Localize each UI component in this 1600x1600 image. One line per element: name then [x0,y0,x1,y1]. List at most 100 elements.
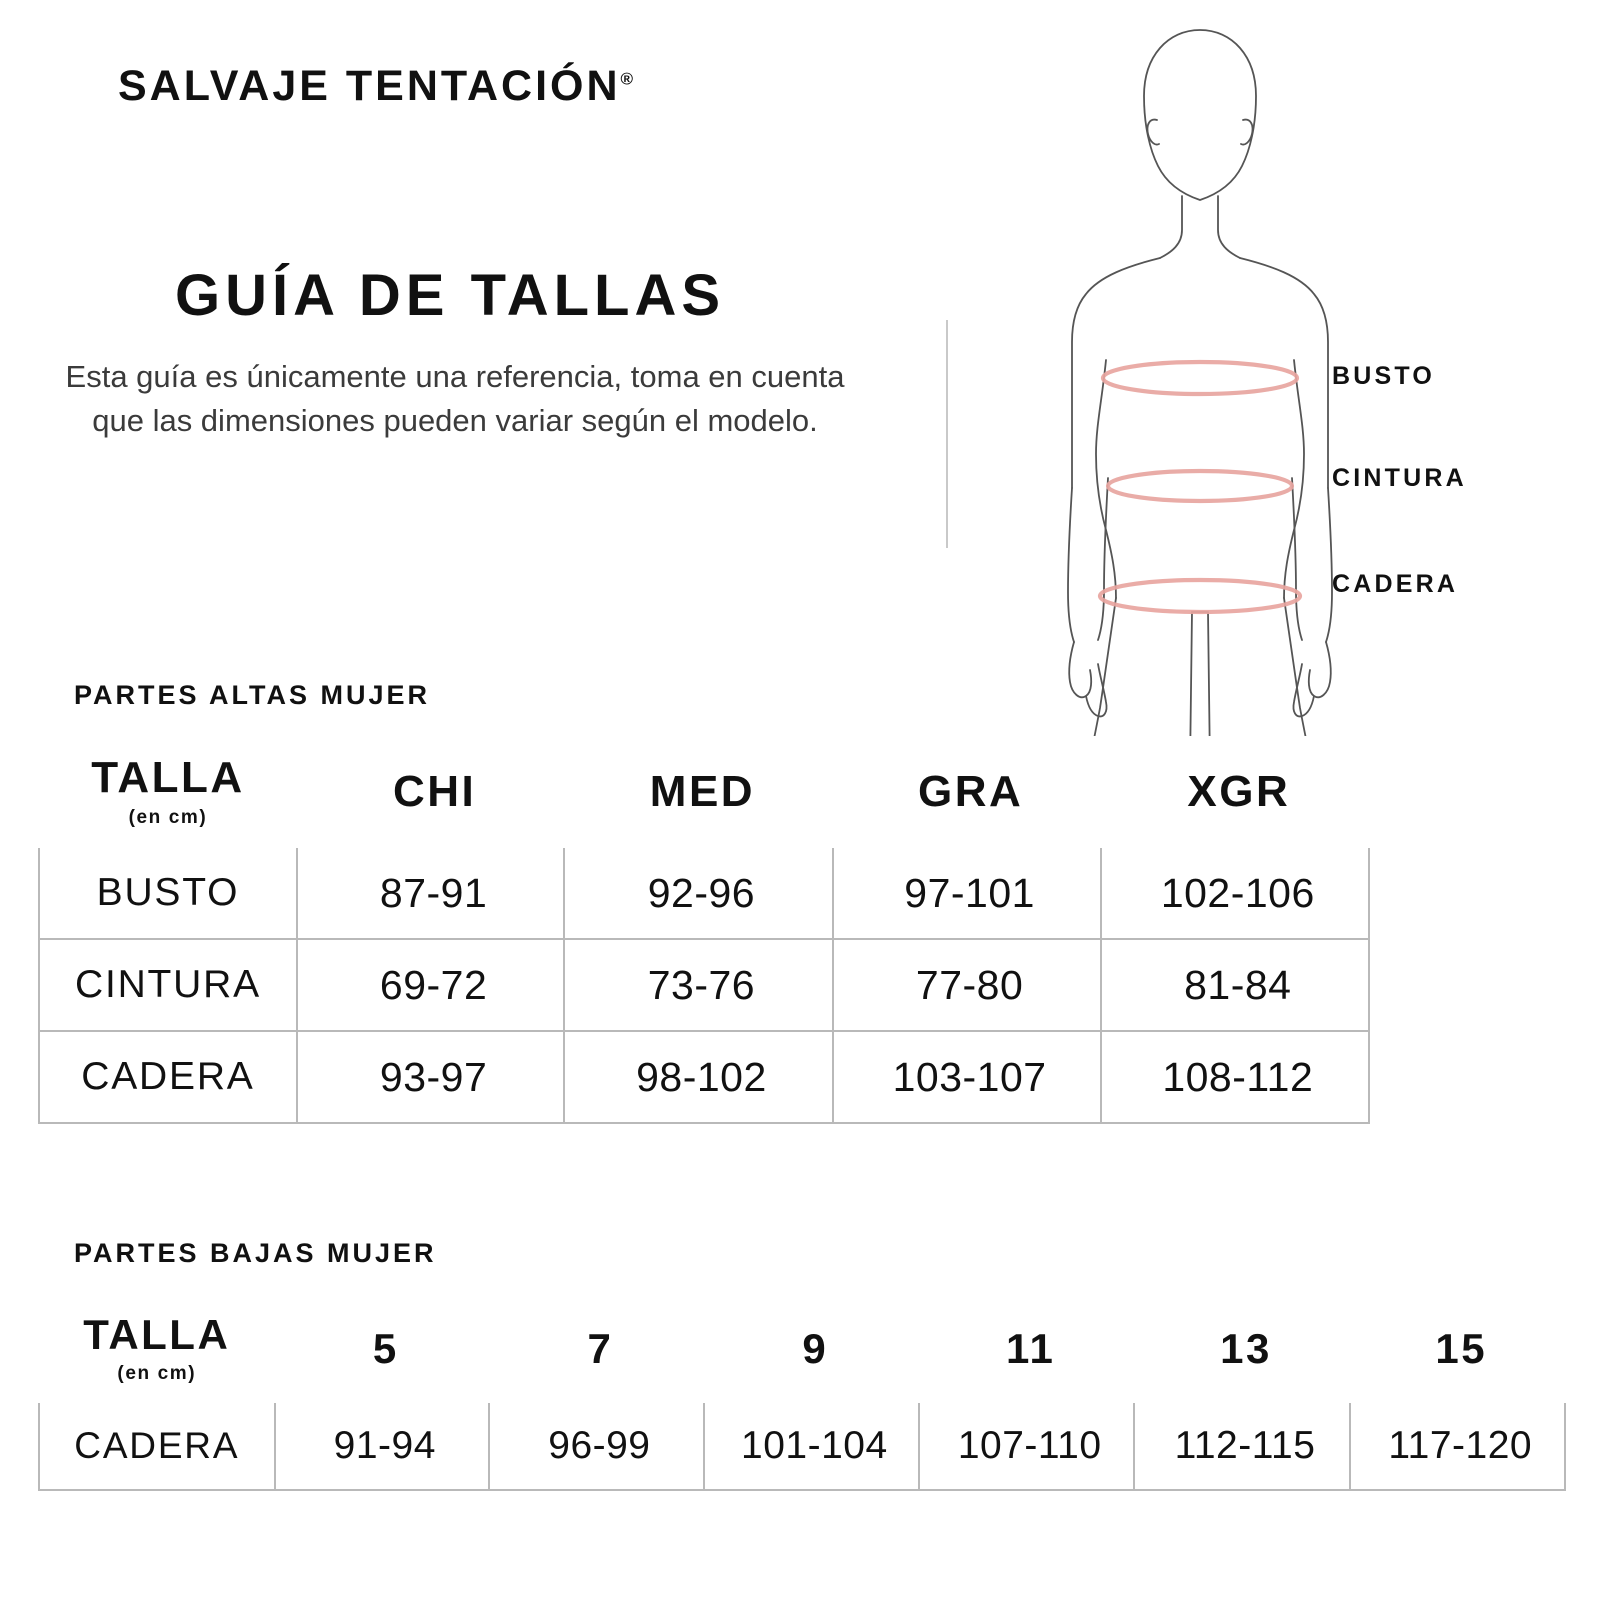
column-label: 11 [1005,1325,1056,1372]
cell-cintura-chi: 69-72 [303,940,566,1032]
row-label-cadera: CADERA [38,1032,298,1124]
header-gap [1135,1295,1142,1403]
table-row: CADERA 91-94 96-99 101-104 107-110 112-1… [38,1403,1566,1491]
vertical-divider [946,320,948,548]
cell-cadera-5: 91-94 [281,1403,491,1491]
header-gap [297,736,304,848]
header-cell-size-11: 11 [925,1295,1136,1403]
row-gap [565,940,572,1032]
cell-cadera-chi: 93-97 [303,1032,566,1124]
table-partes-altas-mujer: TALLA (en cm) CHI MED GRA XGR [38,736,1370,1124]
page-subtitle: Esta guía es únicamente una referencia, … [65,359,845,439]
cell-busto-chi: 87-91 [303,848,566,940]
corner-sublabel: (en cm) [117,1362,197,1384]
cell-cadera-9: 101-104 [710,1403,921,1491]
cadera-measure-ellipse [1097,577,1303,615]
header-cell-talla: TALLA (en cm) [38,1295,276,1403]
header-gap [490,1295,496,1403]
cell-cadera-gra: 103-107 [839,1032,1102,1124]
cell-busto-gra: 97-101 [839,848,1102,940]
cell-cintura-gra: 77-80 [839,940,1102,1032]
corner-label: TALLA [91,752,245,802]
table-header-row: TALLA (en cm) 5 7 9 11 [38,1295,1566,1403]
header-cell-size-5: 5 [281,1295,491,1403]
header-cell-talla: TALLA (en cm) [38,736,298,848]
column-label: XGR [1187,767,1291,816]
column-label: GRA [917,767,1024,816]
table-row: CADERA 93-97 98-102 103-107 108-112 [38,1032,1370,1124]
row-gap [297,940,304,1032]
corner-sublabel: (en cm) [128,806,208,828]
row-gap [1135,1403,1142,1491]
header-cell-size-13: 13 [1141,1295,1351,1403]
column-label: 7 [587,1325,614,1372]
column-label: 5 [372,1325,399,1372]
header-cell-size-7: 7 [495,1295,705,1403]
section-heading-partes-bajas: PARTES BAJAS MUJER [74,1238,437,1268]
row-gap [833,940,840,1032]
row-gap [297,1032,304,1124]
cell-cadera-7: 96-99 [495,1403,705,1491]
corner-label: TALLA [83,1310,231,1358]
cell-cadera-11: 107-110 [925,1403,1136,1491]
table-row: CINTURA 69-72 73-76 77-80 81-84 [38,940,1370,1032]
cell-busto-med: 92-96 [571,848,834,940]
row-gap [565,848,572,940]
row-label-busto: BUSTO [38,848,298,940]
column-label: 13 [1220,1325,1272,1372]
brand-name: SALVAJE TENTACIÓN [118,62,621,110]
brand-wordmark: SALVAJE TENTACIÓN® [118,62,633,111]
row-gap [490,1403,496,1491]
cintura-label: CINTURA [1332,464,1467,492]
column-label: 15 [1435,1325,1488,1372]
table-partes-bajas-mujer: TALLA (en cm) 5 7 9 11 [38,1295,1566,1491]
header-cell-med: MED [571,736,834,848]
cell-cintura-xgr: 81-84 [1107,940,1370,1032]
header-cell-chi: CHI [303,736,566,848]
row-gap [275,1403,282,1491]
header-gap [275,1295,282,1403]
header-gap [565,736,572,848]
cell-cadera-15: 117-120 [1356,1403,1566,1491]
page-title: GUÍA DE TALLAS [174,263,726,328]
cell-cadera-xgr: 108-112 [1107,1032,1370,1124]
row-gap [704,1403,711,1491]
row-gap [833,1032,840,1124]
cell-busto-xgr: 102-106 [1107,848,1370,940]
busto-label: BUSTO [1332,362,1436,390]
header-cell-gra: GRA [839,736,1102,848]
header-gap [1101,736,1108,848]
cell-cadera-13: 112-115 [1141,1403,1351,1491]
header-cell-size-9: 9 [710,1295,921,1403]
row-gap [297,848,304,940]
cell-cintura-med: 73-76 [571,940,834,1032]
header-cell-size-15: 15 [1356,1295,1566,1403]
busto-measure-ellipse [1100,359,1300,397]
row-gap [1101,940,1108,1032]
column-label: CHI [392,767,477,816]
row-label-cintura: CINTURA [38,940,298,1032]
header-gap [833,736,840,848]
row-gap [1101,848,1108,940]
female-body-figure [1000,8,1400,768]
header-cell-xgr: XGR [1107,736,1370,848]
cell-cadera-med: 98-102 [571,1032,834,1124]
table-row: BUSTO 87-91 92-96 97-101 102-106 [38,848,1370,940]
cintura-measure-ellipse [1105,468,1295,504]
row-gap [1101,1032,1108,1124]
header-gap [1350,1295,1357,1403]
row-gap [565,1032,572,1124]
row-gap [920,1403,926,1491]
column-label: MED [649,767,756,816]
row-gap [833,848,840,940]
row-gap [1350,1403,1357,1491]
section-heading-partes-altas: PARTES ALTAS MUJER [74,680,431,710]
cadera-label: CADERA [1332,570,1459,598]
header-gap [704,1295,711,1403]
table-header-row: TALLA (en cm) CHI MED GRA XGR [38,736,1370,848]
column-label: 9 [802,1325,829,1372]
row-label-cadera: CADERA [38,1403,276,1491]
registered-trademark-icon: ® [620,69,634,89]
header-gap [920,1295,926,1403]
